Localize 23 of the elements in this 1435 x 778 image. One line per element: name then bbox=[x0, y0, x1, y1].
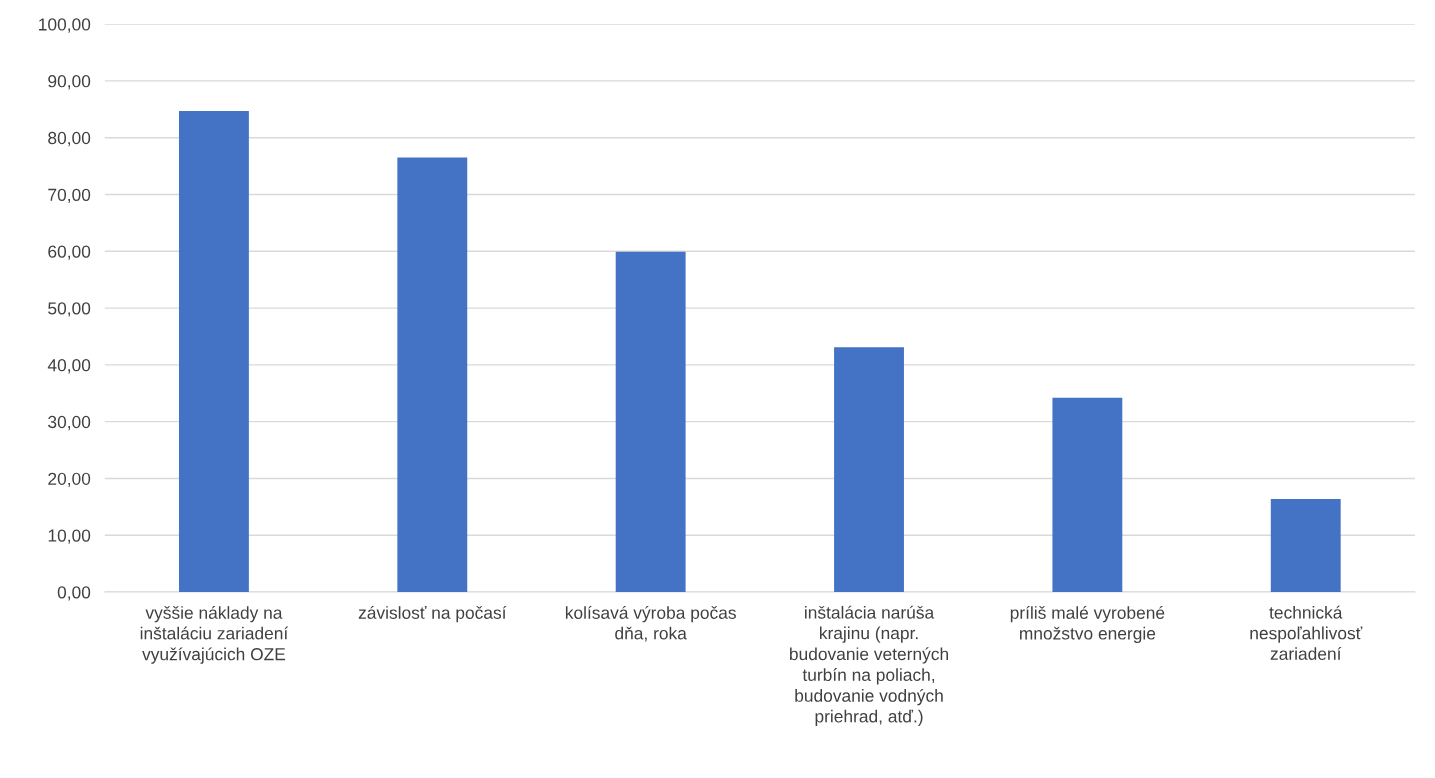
bar bbox=[1052, 397, 1123, 593]
bar bbox=[834, 347, 904, 593]
y-tick-label: 90,00 bbox=[48, 75, 91, 90]
bar bbox=[615, 251, 686, 593]
y-tick-label: 50,00 bbox=[48, 302, 91, 317]
y-tick-label: 80,00 bbox=[48, 131, 91, 147]
y-tick-label: 0,00 bbox=[57, 586, 91, 601]
y-tick-label: 20,00 bbox=[48, 472, 91, 487]
y-tick-label: 30,00 bbox=[48, 415, 91, 431]
x-tick-label: inštalácia narúša krajinu (napr. budovanie veterných turbín na poliach, budovanie vodných priehrad, atď.) bbox=[790, 605, 948, 726]
y-tick-label: 40,00 bbox=[47, 359, 91, 374]
x-tick-label: závislosť na počasí bbox=[358, 605, 507, 623]
y-tick-label: 60,00 bbox=[48, 245, 91, 260]
y-tick-label: 70,00 bbox=[48, 188, 91, 204]
x-tick-label: technická nespoľahlivosť zariadení bbox=[1250, 605, 1363, 660]
x-tick-label: príliš malé vyrobené množstvo energie bbox=[1010, 605, 1165, 643]
x-tick-label: kolísavá výroba počas dňa, roka bbox=[565, 605, 736, 642]
y-tick-label: 100,00 bbox=[39, 18, 91, 33]
bar bbox=[397, 157, 468, 593]
bar bbox=[179, 111, 249, 593]
bar bbox=[1270, 498, 1341, 593]
y-tick-label: 10,00 bbox=[48, 529, 91, 544]
x-tick-label: vyššie náklady na inštaláciu zariadení využívajúcich OZE bbox=[140, 605, 289, 664]
